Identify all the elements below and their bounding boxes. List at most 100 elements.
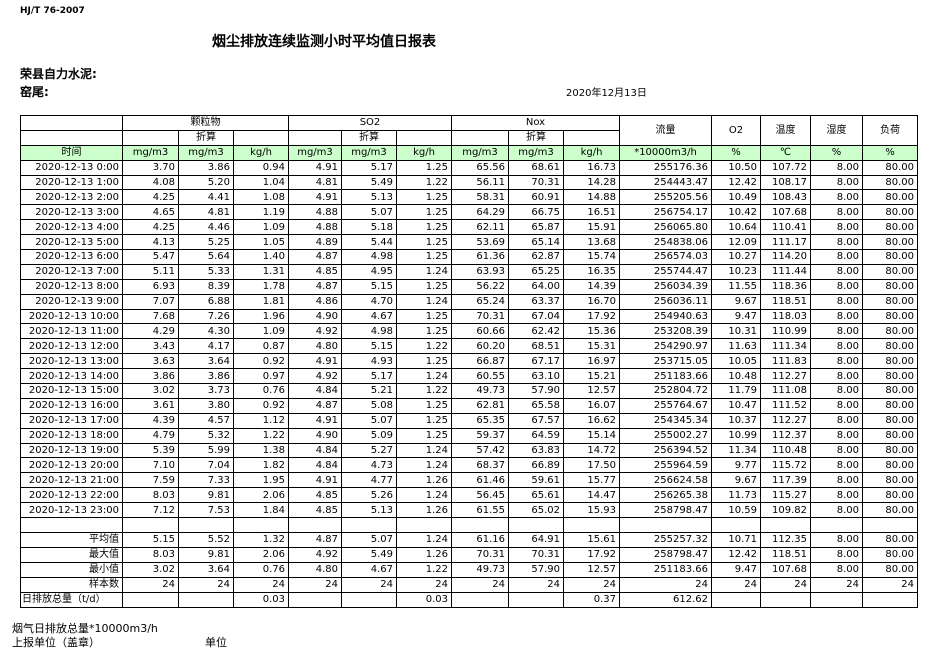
value-cell: 111.44 — [760, 263, 811, 280]
value-cell: 1.19 — [233, 204, 289, 221]
row: 2020-12-13 16:00 3.61 3.80 0.92 4.87 5.08 1.25… — [20, 397, 918, 414]
date: 2020年12月13日 — [566, 88, 647, 99]
value-cell: 1.24 — [396, 487, 452, 504]
value-cell: 64.00 — [508, 278, 564, 295]
value-cell: 5.32 — [178, 427, 234, 444]
value-cell: 256034.39 — [619, 278, 712, 295]
row: 2020-12-13 7:00 5.11 5.33 1.31 4.85 4.95 1.24 6… — [20, 263, 918, 280]
row: 样本数 24 24 24 24 24 24 24 24 24 24 24 24 24 24 — [20, 576, 918, 593]
value-cell: 4.29 — [122, 323, 179, 340]
summary-cell: 251183.66 — [619, 561, 712, 578]
value-cell: 11.79 — [711, 383, 761, 399]
value-cell: 80.00 — [862, 442, 918, 459]
value-cell: 8.00 — [810, 502, 863, 519]
value-cell: 67.17 — [508, 353, 564, 370]
value-cell: 15.31 — [563, 338, 620, 355]
summary-cell: 24 — [122, 576, 179, 593]
summary-cell: 0.76 — [233, 561, 289, 578]
value-cell: 15.14 — [563, 427, 620, 444]
cell — [341, 517, 397, 534]
row: 平均值 5.15 5.52 1.32 4.87 5.07 1.24 61.16 64.91 15.… — [20, 532, 918, 548]
value-cell: 8.00 — [810, 174, 863, 191]
value-cell: 5.27 — [341, 442, 397, 459]
value-cell: 5.17 — [341, 159, 397, 176]
value-cell: 8.03 — [122, 487, 179, 504]
value-cell: 0.94 — [233, 159, 289, 176]
unit-header: mg/m3 — [122, 144, 179, 161]
cell — [451, 129, 509, 146]
summary-label: 样本数 — [20, 576, 123, 593]
value-cell: 63.83 — [508, 442, 564, 459]
cell — [619, 517, 712, 534]
time-cell: 2020-12-13 7:00 — [20, 263, 123, 280]
value-cell: 255176.36 — [619, 159, 712, 176]
value-cell: 62.11 — [451, 219, 509, 236]
header: O2 — [711, 115, 761, 146]
summary-cell: 24 — [563, 576, 620, 593]
value-cell: 4.80 — [288, 338, 342, 355]
value-cell: 256574.03 — [619, 249, 712, 265]
value-cell: 3.61 — [122, 397, 179, 414]
value-cell: 60.66 — [451, 323, 509, 340]
summary-cell: 80.00 — [862, 532, 918, 548]
summary-cell: 4.67 — [341, 561, 397, 578]
value-cell: 63.37 — [508, 293, 564, 310]
value-cell: 4.41 — [178, 189, 234, 206]
value-cell: 1.09 — [233, 323, 289, 340]
value-cell: 56.11 — [451, 174, 509, 191]
value-cell: 1.38 — [233, 442, 289, 459]
value-cell: 12.57 — [563, 383, 620, 399]
value-cell: 4.87 — [288, 397, 342, 414]
value-cell: 8.00 — [810, 427, 863, 444]
summary-cell: 70.31 — [451, 546, 509, 563]
value-cell: 65.56 — [451, 159, 509, 176]
row: 2020-12-13 3:00 4.65 4.81 1.19 4.88 5.07 1.25 6… — [20, 204, 918, 221]
value-cell: 80.00 — [862, 397, 918, 414]
value-cell: 5.08 — [341, 397, 397, 414]
value-cell: 13.68 — [563, 234, 620, 251]
cell — [122, 591, 179, 608]
value-cell: 49.73 — [451, 383, 509, 399]
value-cell: 65.25 — [508, 263, 564, 280]
summary-cell: 24 — [288, 576, 342, 593]
value-cell: 6.93 — [122, 278, 179, 295]
value-cell: 8.00 — [810, 472, 863, 489]
summary-cell: 112.35 — [760, 532, 811, 548]
value-cell: 8.00 — [810, 412, 863, 429]
value-cell: 254838.06 — [619, 234, 712, 251]
value-cell: 112.37 — [760, 427, 811, 444]
unit-header: mg/m3 — [178, 144, 234, 161]
cell — [711, 591, 761, 608]
value-cell: 3.86 — [178, 368, 234, 385]
value-cell: 53.69 — [451, 234, 509, 251]
value-cell: 4.98 — [341, 249, 397, 265]
value-cell: 4.77 — [341, 472, 397, 489]
value-cell: 4.98 — [341, 323, 397, 340]
value-cell: 59.61 — [508, 472, 564, 489]
value-cell: 16.73 — [563, 159, 620, 176]
value-cell: 4.85 — [288, 487, 342, 504]
value-cell: 1.40 — [233, 249, 289, 265]
summary-cell: 118.51 — [760, 546, 811, 563]
value-cell: 65.35 — [451, 412, 509, 429]
cell — [341, 591, 397, 608]
value-cell: 1.25 — [396, 249, 452, 265]
value-cell: 5.15 — [341, 278, 397, 295]
value-cell: 80.00 — [862, 234, 918, 251]
unit-header: mg/m3 — [451, 144, 509, 161]
summary-label: 最小值 — [20, 561, 123, 578]
value-cell: 56.45 — [451, 487, 509, 504]
value-cell: 256065.80 — [619, 219, 712, 236]
value-cell: 80.00 — [862, 293, 918, 310]
value-cell: 70.31 — [508, 174, 564, 191]
value-cell: 117.39 — [760, 472, 811, 489]
value-cell: 255764.67 — [619, 397, 712, 414]
report-table: 颗粒物 SO2 Nox 流量 O2 温度 湿度 负荷 折算 折算 折算 时间 mg… — [20, 115, 918, 608]
value-cell: 1.25 — [396, 159, 452, 176]
time-cell: 2020-12-13 22:00 — [20, 487, 123, 504]
header: 负荷 — [862, 115, 918, 146]
value-cell: 67.57 — [508, 412, 564, 429]
value-cell: 80.00 — [862, 174, 918, 191]
cell — [563, 129, 620, 146]
